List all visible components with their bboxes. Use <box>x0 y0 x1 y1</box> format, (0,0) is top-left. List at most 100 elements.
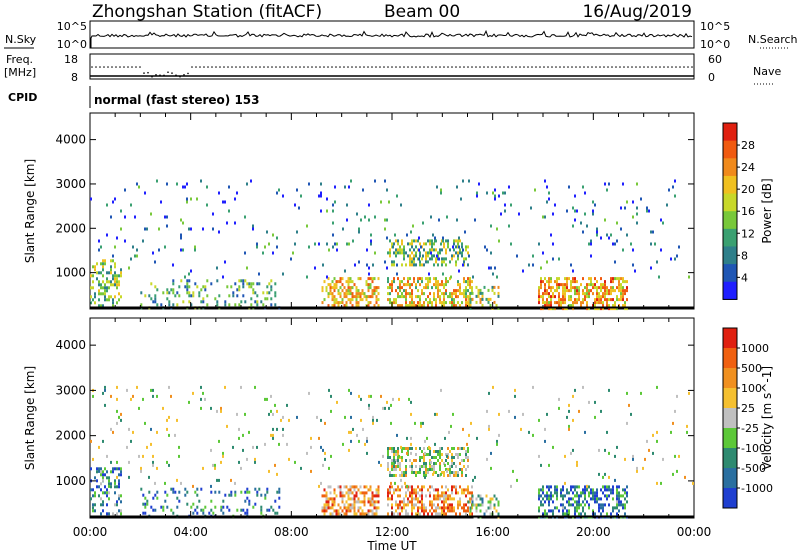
data-cell <box>365 295 368 299</box>
data-cell <box>479 288 482 292</box>
data-cell <box>395 488 397 492</box>
data-cell <box>626 485 628 489</box>
data-cell <box>618 277 620 281</box>
data-cell <box>428 445 430 449</box>
data-cell <box>356 433 358 437</box>
data-cell <box>590 242 592 246</box>
data-cell <box>417 509 419 513</box>
data-cell <box>196 505 199 509</box>
data-cell <box>116 512 118 516</box>
data-cell <box>447 242 449 246</box>
data-cell <box>588 289 590 293</box>
data-cell <box>676 394 678 398</box>
data-cell <box>548 497 550 501</box>
data-cell <box>333 277 336 281</box>
data-cell <box>604 494 606 498</box>
data-cell <box>361 509 364 513</box>
data-cell <box>389 447 391 450</box>
data-cell <box>367 512 370 516</box>
data-cell <box>433 248 435 252</box>
data-cell <box>612 491 614 495</box>
data-cell <box>419 459 421 462</box>
data-cell <box>260 508 263 512</box>
data-cell <box>538 509 540 513</box>
data-cell <box>584 292 586 296</box>
data-cell <box>504 209 506 213</box>
frequency-point <box>679 66 681 68</box>
data-cell <box>586 484 588 488</box>
data-cell <box>244 511 247 515</box>
data-cell <box>540 295 542 299</box>
data-cell <box>423 248 425 252</box>
data-cell <box>596 292 598 296</box>
nsky-trace <box>90 29 693 48</box>
data-cell <box>540 503 542 507</box>
data-cell <box>440 388 442 392</box>
data-cell <box>427 277 429 281</box>
data-cell <box>222 275 224 279</box>
data-cell <box>324 421 326 425</box>
data-cell <box>94 268 96 272</box>
data-cell <box>110 394 112 398</box>
data-cell <box>325 497 328 501</box>
data-cell <box>324 457 326 461</box>
data-cell <box>568 491 570 495</box>
data-cell <box>415 471 417 474</box>
data-cell <box>388 406 390 410</box>
data-cell <box>622 277 624 281</box>
data-cell <box>461 301 463 305</box>
data-cell <box>357 506 360 510</box>
colorbar-tick-label: 8 <box>741 249 748 262</box>
data-cell <box>467 465 469 468</box>
data-cell <box>441 500 443 504</box>
data-cell <box>371 280 374 284</box>
data-cell <box>246 282 249 286</box>
data-cell <box>258 272 260 276</box>
data-cell <box>244 499 247 503</box>
data-cell <box>323 512 326 516</box>
data-cell <box>318 242 320 246</box>
data-cell <box>395 301 397 305</box>
colorbar-swatch <box>723 228 737 247</box>
data-cell <box>387 447 389 450</box>
data-cell <box>429 468 431 471</box>
data-cell <box>686 430 688 434</box>
data-cell <box>600 289 602 293</box>
data-cell <box>455 465 457 468</box>
data-cell <box>419 242 421 246</box>
data-cell <box>413 239 415 243</box>
data-cell <box>102 304 104 308</box>
data-cell <box>222 499 225 503</box>
data-cell <box>345 491 348 495</box>
data-cell <box>540 266 542 270</box>
data-cell <box>457 280 459 284</box>
data-cell <box>94 295 96 299</box>
data-cell <box>568 304 570 308</box>
data-cell <box>395 500 397 504</box>
data-cell <box>342 227 344 231</box>
data-cell <box>449 450 451 453</box>
y-tick-label: 3000 <box>55 177 86 191</box>
data-cell <box>640 391 642 395</box>
frequency-point <box>295 66 297 68</box>
data-cell <box>471 494 474 498</box>
data-cell <box>447 509 449 513</box>
data-cell <box>140 466 142 470</box>
data-cell <box>606 292 608 296</box>
data-cell <box>399 506 401 510</box>
data-cell <box>445 468 447 471</box>
data-cell <box>441 248 443 252</box>
data-cell <box>556 485 558 489</box>
data-cell <box>391 260 393 264</box>
data-cell <box>112 304 114 308</box>
data-cell <box>108 295 110 299</box>
data-cell <box>355 298 358 302</box>
data-cell <box>274 291 277 295</box>
data-cell <box>423 465 425 468</box>
data-cell <box>467 447 469 450</box>
data-cell <box>397 277 399 281</box>
data-cell <box>432 472 434 476</box>
data-cell <box>622 304 624 308</box>
data-cell <box>423 474 425 477</box>
data-cell <box>343 494 346 498</box>
